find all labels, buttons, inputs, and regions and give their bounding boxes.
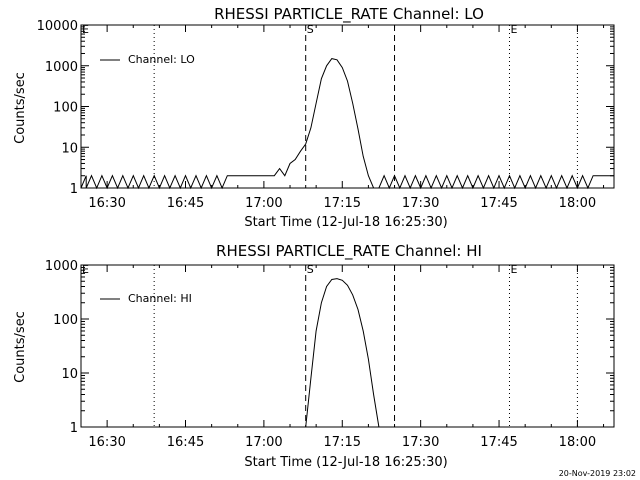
x-tick-label-hi-4: 17:30 xyxy=(402,435,439,450)
plot-frame-lo xyxy=(80,24,615,189)
y-tick-label-hi-1: 10 xyxy=(61,367,78,382)
x-axis-label-hi: Start Time (12-Jul-18 16:25:30) xyxy=(244,455,447,470)
y-tick-label-lo-1: 10 xyxy=(61,141,78,156)
panel-lo: RHESSI PARTICLE_RATE Channel: LO Start T… xyxy=(13,5,615,230)
y-tick-label-lo-2: 100 xyxy=(53,101,78,116)
generated-timestamp: 20-Nov-2019 23:02 xyxy=(559,469,636,478)
x-tick-label-lo-4: 17:30 xyxy=(402,196,439,211)
x-tick-label-hi-3: 17:15 xyxy=(324,435,361,450)
chart-title-lo: RHESSI PARTICLE_RATE Channel: LO xyxy=(214,5,484,24)
x-tick-label-hi-0: 16:30 xyxy=(88,435,125,450)
y-axis-label-hi: Counts/sec xyxy=(13,311,28,383)
legend-entry-lo: Channel: LO xyxy=(128,53,195,66)
marker-label-hi-0: E xyxy=(82,263,89,276)
x-tick-label-lo-6: 18:00 xyxy=(559,196,596,211)
x-tick-label-hi-5: 17:45 xyxy=(480,435,517,450)
marker-label-lo-0: E xyxy=(82,23,89,36)
marker-label-hi-2: S xyxy=(307,263,314,276)
marker-label-lo-2: S xyxy=(307,23,314,36)
series-line-hi xyxy=(305,278,380,428)
y-tick-label-hi-2: 100 xyxy=(53,313,78,328)
marker-label-lo-4: E xyxy=(510,23,517,36)
y-tick-label-lo-4: 10000 xyxy=(37,19,78,34)
y-tick-label-hi-3: 1000 xyxy=(45,259,78,274)
y-tick-label-lo-0: 1 xyxy=(70,182,78,197)
marker-label-hi-4: E xyxy=(510,263,517,276)
x-tick-label-lo-3: 17:15 xyxy=(324,196,361,211)
series-line-lo xyxy=(80,58,614,190)
x-tick-label-lo-5: 17:45 xyxy=(480,196,517,211)
y-tick-label-hi-0: 1 xyxy=(70,421,78,436)
chart-title-hi: RHESSI PARTICLE_RATE Channel: HI xyxy=(216,242,482,261)
x-axis-label-lo: Start Time (12-Jul-18 16:25:30) xyxy=(244,215,447,230)
x-tick-label-lo-2: 17:00 xyxy=(245,196,282,211)
y-axis-label-lo: Counts/sec xyxy=(13,72,28,144)
x-tick-label-lo-0: 16:30 xyxy=(88,196,125,211)
y-tick-label-lo-3: 1000 xyxy=(45,60,78,75)
legend-entry-hi: Channel: HI xyxy=(128,292,192,305)
x-tick-label-lo-1: 16:45 xyxy=(167,196,204,211)
plot-frame-hi xyxy=(80,264,615,428)
x-tick-label-hi-6: 18:00 xyxy=(559,435,596,450)
x-tick-label-hi-1: 16:45 xyxy=(167,435,204,450)
panel-hi: RHESSI PARTICLE_RATE Channel: HI Start T… xyxy=(13,242,615,470)
x-tick-label-hi-2: 17:00 xyxy=(245,435,282,450)
